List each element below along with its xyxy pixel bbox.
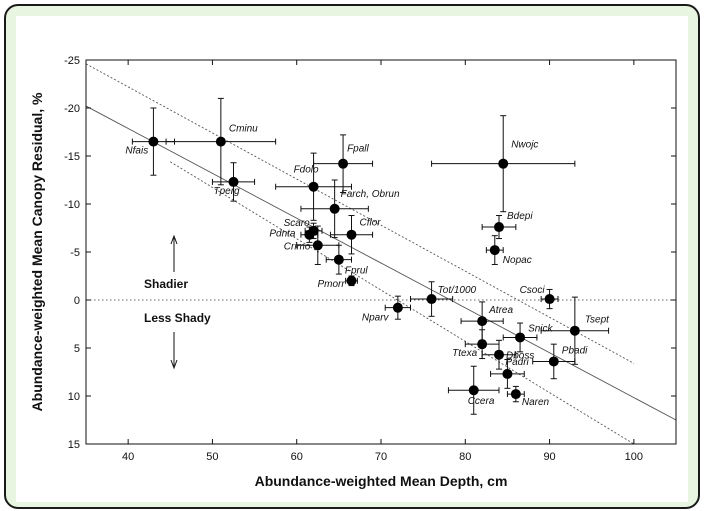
data-point-label: Nparv [362,313,390,324]
y-tick-label: 5 [74,343,80,355]
data-point [544,294,555,305]
data-point-label: Scaro [284,218,311,229]
data-point-label: Nfais [125,146,148,157]
data-point [489,245,500,256]
data-point [346,229,357,240]
data-point [477,339,488,350]
data-point-label: Farch, Obrun [341,189,400,200]
data-point-label: Tperg [214,186,241,197]
data-point [228,176,239,187]
data-point-label: Naren [522,397,550,408]
scatter-chart: Nfais Cminu Tperg Fdolo Fpall Farch, Obrun Sca… [29,55,677,489]
annotation-less-shady: Less Shady [144,311,211,325]
data-point [569,325,580,336]
annotation-shadier: Shadier [144,277,188,291]
data-point [498,158,509,169]
confidence-band-lower [170,161,635,444]
arrow-up-head-icon [170,234,178,245]
data-point-label: Ccera [468,396,495,407]
x-tick-label: 90 [543,451,555,463]
data-point-label: Snick [528,323,553,334]
arrow-down-head-icon [170,359,178,370]
x-axis-title: Abundance-weighted Mean Depth, cm [255,473,508,489]
data-point-label: Nwojc [511,140,538,151]
data-point-label: Bdepi [507,211,533,222]
x-tick-label: 80 [459,451,471,463]
data-point [308,181,319,192]
data-point-label: Tot/1000 [438,285,477,296]
data-point-label: Atrea [488,305,513,316]
data-point-label: Cminu [229,124,258,135]
data-point [548,356,559,367]
data-point-label: Cflor [360,218,382,229]
data-point [468,385,479,396]
data-point-label: Fpall [347,144,369,155]
y-axis-title: Abundance-weighted Mean Canopy Residual,… [29,92,45,411]
confidence-band-upper [86,63,635,364]
data-point [312,240,323,251]
regression-line [86,105,676,421]
x-tick-label: 50 [206,451,218,463]
data-point-label: Tsept [585,315,610,326]
x-tick-label: 60 [291,451,303,463]
data-point [502,368,513,379]
data-point [515,332,526,343]
data-point [346,275,357,286]
data-point-label: Pmorr [318,279,346,290]
data-point-label: Ttexa [452,348,477,359]
y-tick-label: 0 [74,295,80,307]
data-point [426,294,437,305]
data-point-label: Dboss [506,351,534,362]
data-point [494,349,504,360]
x-tick-label: 40 [122,451,134,463]
data-point-label: Csoci [520,285,546,296]
data-point [329,203,340,214]
y-tick-label: 15 [68,439,80,451]
data-point [333,254,344,265]
data-point [338,158,349,169]
data-point [510,389,521,400]
y-tick-label: 10 [68,391,80,403]
data-point-label: Pdnta [269,229,296,240]
data-point [148,136,159,147]
data-point [494,222,504,233]
y-tick-label: -20 [64,103,80,115]
x-tick-label: 100 [625,451,643,463]
data-point-label: Nopac [503,255,532,266]
data-point-label: Fdolo [294,165,319,176]
y-tick-label: -15 [64,151,80,163]
chart-panel: Nfais Cminu Tperg Fdolo Fpall Farch, Obrun Sca… [16,16,688,502]
data-point-label: Pbadi [562,345,588,356]
data-point [477,316,488,327]
x-tick-label: 70 [375,451,387,463]
data-point [392,302,403,313]
data-point-label: Crimo [284,241,311,252]
data-point-label: Padri [505,357,529,368]
data-point-label: Fprul [345,266,369,277]
data-point [215,136,226,147]
y-tick-label: -25 [64,55,80,67]
y-tick-label: -10 [64,199,80,211]
y-tick-label: -5 [70,247,80,259]
data-point [304,229,315,240]
